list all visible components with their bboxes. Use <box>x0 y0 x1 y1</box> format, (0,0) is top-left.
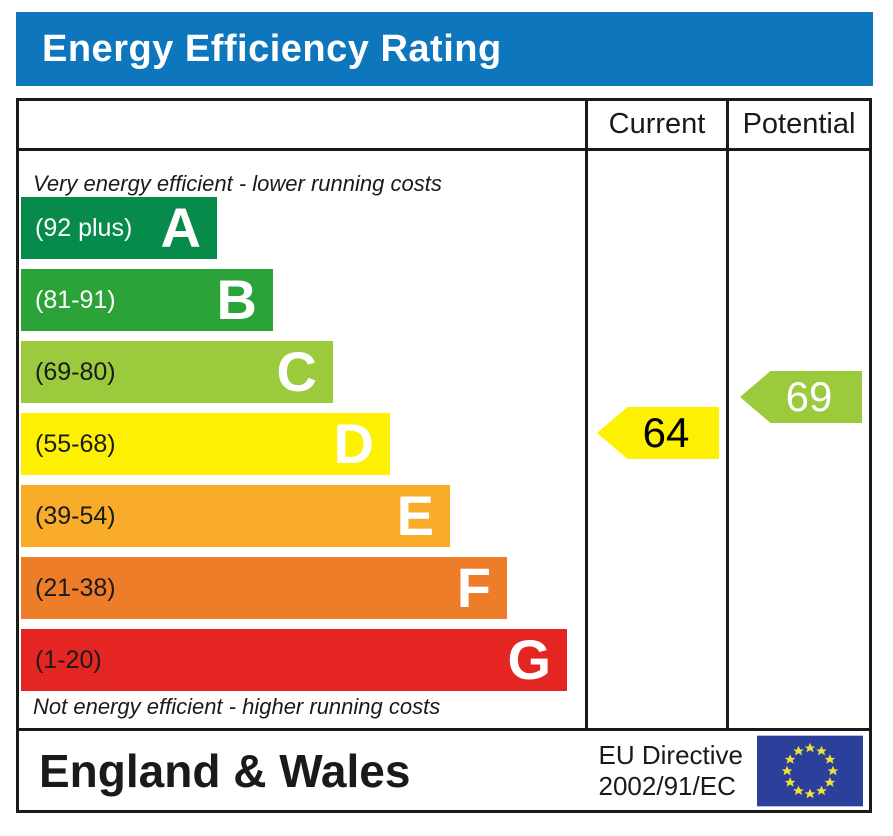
band-c: (69-80) C <box>21 341 333 403</box>
band-f: (21-38) F <box>21 557 507 619</box>
band-b-range: (81-91) <box>35 285 116 314</box>
band-d: (55-68) D <box>21 413 390 475</box>
column-header-current: Current <box>608 108 706 140</box>
band-g-letter: G <box>507 628 551 691</box>
bottom-note: Not energy efficient - higher running co… <box>33 694 441 719</box>
band-b-letter: B <box>216 268 257 331</box>
band-c-range: (69-80) <box>35 357 116 386</box>
table-body-row: Very energy efficient - lower running co… <box>19 151 869 731</box>
band-a: (92 plus) A <box>21 197 217 259</box>
band-e-range: (39-54) <box>35 501 116 530</box>
band-g-range: (1-20) <box>35 645 102 674</box>
potential-rating-value: 69 <box>785 373 833 420</box>
potential-rating-cell: 69 <box>726 151 869 728</box>
rating-bands-area: Very energy efficient - lower running co… <box>19 151 585 728</box>
band-f-range: (21-38) <box>35 573 116 602</box>
page-title: Energy Efficiency Rating <box>42 27 502 70</box>
band-c-letter: C <box>276 340 317 403</box>
epc-energy-efficiency-panel: Energy Efficiency Rating Current Potenti… <box>16 12 873 813</box>
band-d-range: (55-68) <box>35 429 116 458</box>
top-note: Very energy efficient - lower running co… <box>33 171 442 196</box>
current-rating-value: 64 <box>642 409 690 456</box>
eu-directive-label: EU Directive 2002/91/EC <box>599 740 743 801</box>
region-label: England & Wales <box>39 744 411 797</box>
current-rating-arrow: 64 <box>597 407 719 459</box>
eu-directive-line1: EU Directive <box>598 739 743 770</box>
band-d-letter: D <box>333 412 374 475</box>
potential-rating-arrow: 69 <box>740 371 862 423</box>
table-header-row: Current Potential <box>19 101 869 151</box>
table-footer-row: England & Wales EU Directive 2002/91/EC <box>19 731 869 810</box>
column-header-potential-cell: Potential <box>726 101 869 148</box>
band-g: (1-20) G <box>21 629 567 691</box>
eu-directive-line2: 2002/91/EC <box>598 770 736 801</box>
column-header-potential: Potential <box>742 108 856 140</box>
column-header-current-cell: Current <box>585 101 726 148</box>
band-e: (39-54) E <box>21 485 450 547</box>
epc-rating-table: Current Potential Very energy efficient … <box>16 98 872 813</box>
rating-bands: (92 plus) A (81-91) B (69-80) C (55-68) … <box>21 197 585 701</box>
band-f-letter: F <box>456 556 491 619</box>
band-a-letter: A <box>160 196 201 259</box>
header-spacer-cell <box>19 101 585 148</box>
section-title-bar: Energy Efficiency Rating <box>16 12 873 86</box>
band-a-range: (92 plus) <box>35 213 133 242</box>
current-rating-cell: 64 <box>585 151 726 728</box>
band-b: (81-91) B <box>21 269 273 331</box>
band-e-letter: E <box>396 484 434 547</box>
eu-flag-icon <box>757 735 863 806</box>
